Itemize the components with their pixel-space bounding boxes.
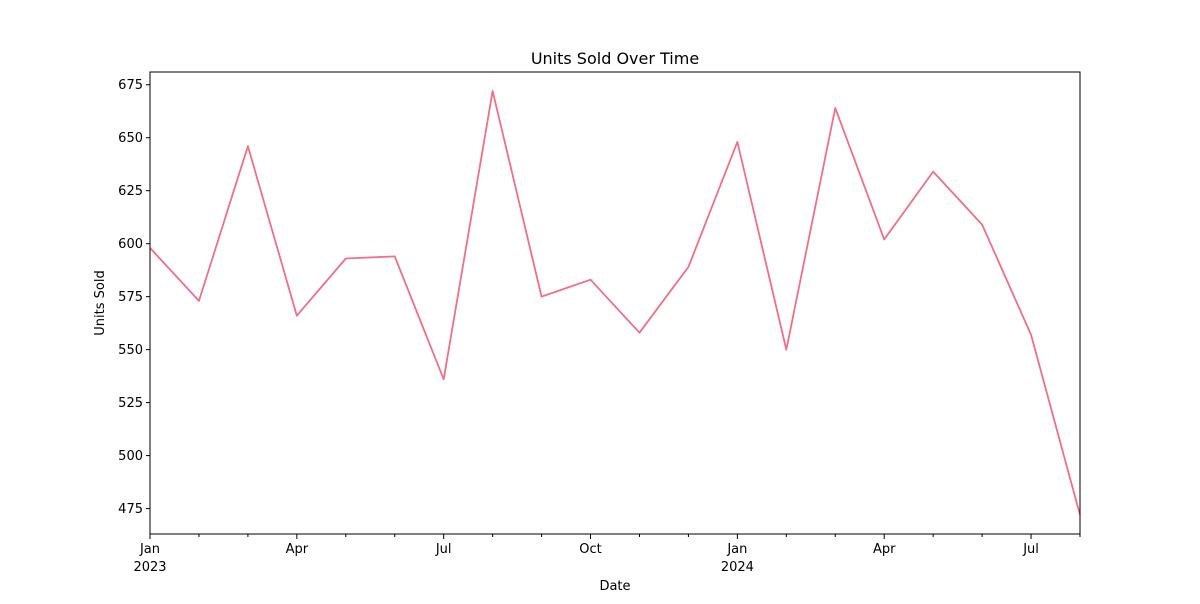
x-axis-ticks: Jan 2023 Apr Jul Oct Jan 2024 Apr Jul: [133, 534, 1081, 575]
chart-title: Units Sold Over Time: [531, 49, 699, 68]
x-tick-year-label: 2023: [133, 560, 166, 575]
x-tick-year-label: 2024: [721, 560, 754, 575]
y-tick-label: 625: [118, 184, 143, 199]
data-point: [980, 222, 985, 227]
y-tick-label: 550: [118, 343, 143, 358]
data-point: [735, 139, 740, 144]
y-axis-label: Units Sold: [93, 270, 108, 335]
y-axis-ticks: 475 500 525 550 575 600 625 650 675: [118, 78, 150, 517]
data-point: [196, 298, 201, 303]
series-layer: [149, 89, 1081, 516]
data-point: [245, 144, 250, 149]
x-axis-label: Date: [599, 579, 630, 594]
data-point: [784, 347, 789, 352]
x-tick-label: Jan: [139, 542, 160, 557]
data-point: [441, 377, 446, 382]
data-point: [588, 277, 593, 282]
data-point: [539, 294, 544, 299]
y-tick-label: 600: [118, 237, 143, 252]
plot-area-frame: [149, 71, 1081, 535]
x-tick-label: Apr: [286, 542, 309, 557]
data-point: [882, 237, 887, 242]
data-point: [637, 330, 642, 335]
x-tick-label: Jan: [726, 542, 747, 557]
y-tick-label: 475: [118, 502, 143, 517]
data-point: [1029, 332, 1034, 337]
data-point: [490, 89, 495, 94]
x-tick-label: Jul: [1022, 542, 1039, 557]
y-tick-label: 525: [118, 396, 143, 411]
y-tick-label: 500: [118, 449, 143, 464]
data-point: [833, 106, 838, 111]
x-tick-label: Jul: [435, 542, 452, 557]
data-point: [294, 313, 299, 318]
data-point: [392, 254, 397, 259]
data-point: [343, 256, 348, 261]
data-point: [931, 169, 936, 174]
x-tick-label: Oct: [579, 542, 601, 557]
y-tick-label: 650: [118, 131, 143, 146]
y-tick-label: 675: [118, 78, 143, 93]
y-tick-label: 575: [118, 290, 143, 305]
series-line: [149, 90, 1081, 516]
x-tick-label: Apr: [873, 542, 896, 557]
data-point: [686, 264, 691, 269]
